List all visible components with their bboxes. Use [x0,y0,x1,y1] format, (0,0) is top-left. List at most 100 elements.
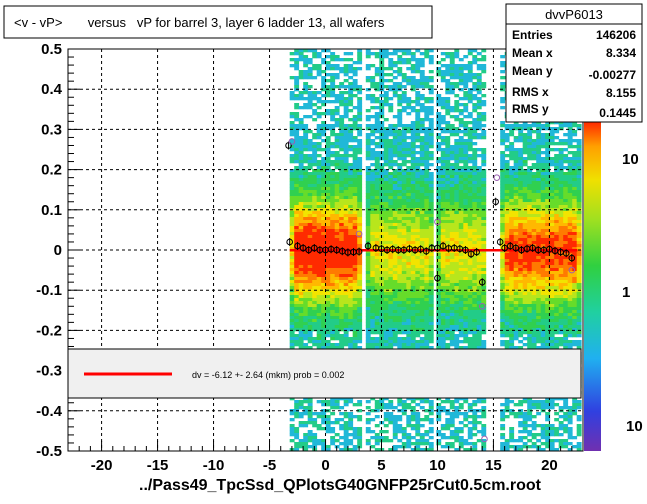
heat-cell [454,205,459,208]
heat-cell [357,214,362,217]
heat-cell [463,235,468,238]
heat-cell [348,184,353,187]
heat-cell [299,202,304,205]
heat-cell [312,418,317,421]
heat-cell [477,310,482,313]
heat-cell [429,271,434,274]
heat-cell [335,124,340,127]
heat-cell [308,94,313,97]
heat-cell [429,307,434,310]
heat-cell [344,193,349,196]
heat-cell [429,223,434,226]
heat-cell [335,286,340,289]
heat-cell [299,94,304,97]
heat-cell [454,190,459,193]
heat-cell [441,292,446,295]
heat-cell [468,91,473,94]
heat-cell [550,139,555,142]
heat-cell [568,145,573,148]
heat-cell [468,97,473,100]
heat-cell [420,304,425,307]
heat-cell [348,298,353,301]
heat-cell [348,424,353,427]
heat-cell [481,325,486,328]
heat-cell [384,196,389,199]
heat-cell [366,406,371,409]
heat-cell [429,58,434,61]
heat-cell [477,166,482,169]
heat-cell [393,133,398,136]
heat-cell [388,304,393,307]
heat-cell [335,109,340,112]
heat-cell [477,187,482,190]
heat-cell [445,265,450,268]
heat-cell [424,283,429,286]
heat-cell [303,172,308,175]
heat-cell [411,304,416,307]
heat-cell [303,286,308,289]
heat-cell [477,115,482,118]
heat-cell [424,154,429,157]
heat-cell [326,61,331,64]
heat-cell [330,145,335,148]
heat-cell [411,106,416,109]
heat-cell [348,130,353,133]
heat-cell [468,193,473,196]
heat-cell [415,67,420,70]
heat-cell [406,313,411,316]
heat-cell [321,202,326,205]
heat-cell [481,226,486,229]
heat-cell [303,190,308,193]
heat-cell [290,133,295,136]
heat-cell [411,151,416,154]
heat-cell [477,241,482,244]
heat-cell [406,130,411,133]
heat-cell [397,97,402,100]
heat-cell [317,163,322,166]
heat-cell [406,151,411,154]
heat-cell [472,316,477,319]
heat-cell [379,268,384,271]
heat-cell [294,343,299,346]
heat-cell [290,175,295,178]
heat-cell [348,343,353,346]
heat-cell [459,139,464,142]
heat-cell [481,196,486,199]
heat-cell [429,139,434,142]
heat-cell [424,280,429,283]
heat-cell [303,313,308,316]
heat-cell [312,241,317,244]
heat-cell [454,433,459,436]
heat-cell [344,226,349,229]
heat-cell [450,421,455,424]
heat-cell [299,286,304,289]
heat-cell [463,241,468,244]
heat-cell [335,337,340,340]
heat-cell [344,439,349,442]
heat-cell [441,223,446,226]
heat-cell [370,337,375,340]
heat-cell [366,94,371,97]
heat-cell [339,418,344,421]
heat-cell [379,316,384,319]
heat-cell [375,325,380,328]
heat-cell [436,406,441,409]
heat-cell [563,139,568,142]
heat-cell [339,115,344,118]
heat-cell [317,124,322,127]
heat-cell [308,100,313,103]
heat-cell [375,331,380,334]
heat-cell [411,280,416,283]
heat-cell [441,166,446,169]
heat-cell [472,337,477,340]
heat-cell [299,175,304,178]
heat-cell [415,178,420,181]
heat-cell [353,202,358,205]
heat-cell [366,115,371,118]
heat-cell [353,166,358,169]
heat-cell [308,406,313,409]
heat-cell [459,97,464,100]
heat-cell [317,235,322,238]
heat-cell [424,292,429,295]
heat-cell [463,160,468,163]
